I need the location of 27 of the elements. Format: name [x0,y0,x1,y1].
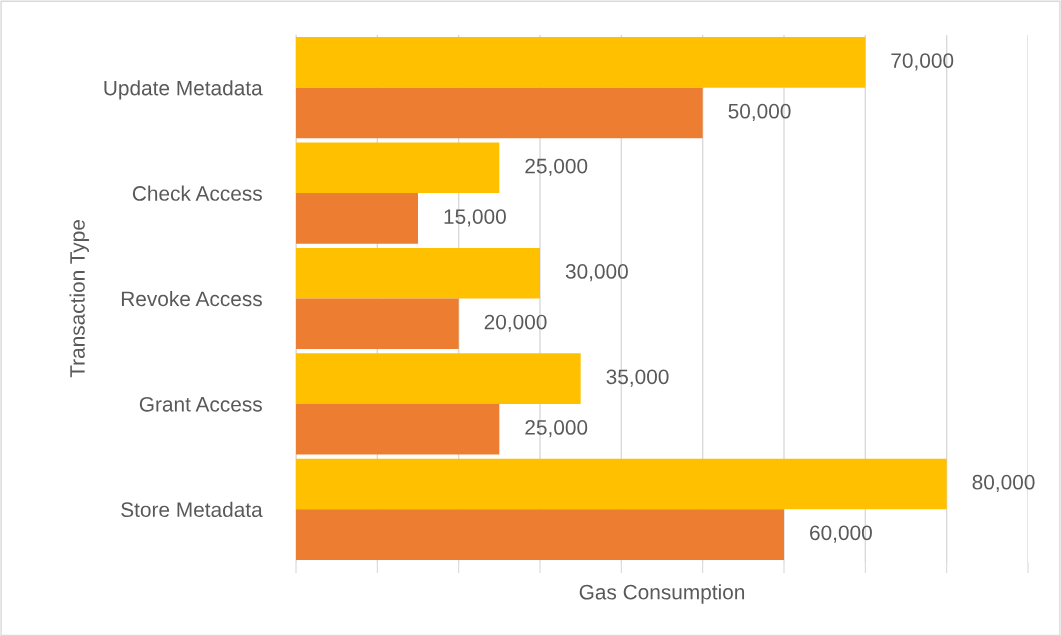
bar [296,298,459,350]
y-tick-label: Check Access [132,185,262,201]
y-tick-label: Grant Access [139,396,262,412]
y-tick-label: Revoke Access [121,290,262,307]
data-label: 70,000 [891,53,954,71]
bar [296,458,947,510]
bar [296,509,784,560]
bar [296,87,703,139]
data-label: 60,000 [810,525,872,543]
data-label: 25,000 [525,420,588,438]
y-axis-title: Transaction Type [69,220,89,378]
x-axis-title: Gas Consumption [579,584,745,604]
bar [296,142,500,194]
data-label: 15,000 [444,209,506,227]
bar [296,353,581,404]
bar [296,193,418,244]
bar [296,37,866,88]
y-tick-label: Update Metadata [104,80,263,100]
data-label: 30,000 [565,264,628,282]
data-label: 50,000 [728,103,791,122]
data-label: 35,000 [606,369,669,387]
bar [296,403,500,455]
data-label: 25,000 [525,158,588,176]
data-label: 20,000 [484,314,547,332]
bar [296,247,540,299]
y-tick-label: Store Metadata [121,501,263,518]
data-label: 80,000 [972,474,1035,493]
